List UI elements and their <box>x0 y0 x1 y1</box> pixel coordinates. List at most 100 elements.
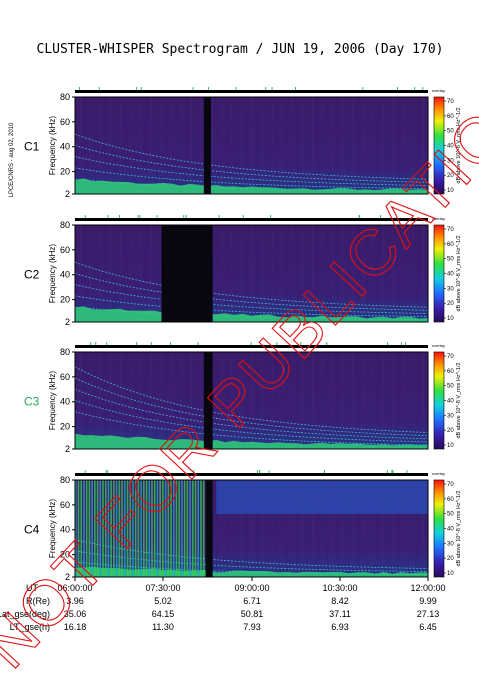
status-tick <box>259 470 261 473</box>
texture-stripe <box>387 97 389 194</box>
harmonic-trace <box>74 156 429 186</box>
status-tick <box>136 342 138 345</box>
low-frequency-band <box>75 433 428 449</box>
texture-stripe <box>125 480 127 577</box>
texture-stripe <box>372 352 374 449</box>
texture-stripe <box>377 97 379 194</box>
texture-stripe <box>196 352 198 449</box>
ephemeris-value: 50.81 <box>241 609 264 619</box>
texture-stripe <box>327 480 329 577</box>
texture-stripe <box>135 97 137 194</box>
interference-stripe <box>170 480 172 577</box>
texture-stripe <box>327 352 329 449</box>
interference-stripe <box>99 480 102 577</box>
y-tick-label: 80 <box>60 475 70 485</box>
texture-stripe <box>190 480 192 577</box>
texture-stripe <box>190 352 192 449</box>
texture-stripe <box>357 352 359 449</box>
colorbar-tick-label: 30 <box>447 286 454 292</box>
texture-stripe <box>397 225 399 322</box>
interference-stripe <box>110 480 112 577</box>
interference-stripe <box>126 480 129 577</box>
texture-stripe <box>327 225 329 322</box>
texture-stripe <box>185 352 187 449</box>
interference-stripe <box>167 480 170 577</box>
texture-stripe <box>417 97 419 194</box>
texture-stripe <box>150 352 152 449</box>
status-bar <box>75 218 428 221</box>
texture-stripe <box>271 225 273 322</box>
interference-stripe <box>153 480 156 577</box>
y-tick-label: 60 <box>60 117 70 127</box>
texture-stripe <box>251 480 253 577</box>
harmonic-trace <box>74 366 429 433</box>
spacecraft-label: C1 <box>24 140 40 154</box>
texture-stripe <box>85 352 87 449</box>
texture-stripe <box>246 480 248 577</box>
texture-stripe <box>130 352 132 449</box>
texture-stripe <box>201 352 203 449</box>
texture-stripe <box>216 480 218 577</box>
interference-stripe <box>181 480 183 577</box>
texture-stripe <box>221 97 223 194</box>
status-tick <box>265 87 267 90</box>
texture-stripe <box>120 97 122 194</box>
texture-stripe <box>352 352 354 449</box>
texture-stripe <box>216 352 218 449</box>
texture-stripe <box>337 225 339 322</box>
texture-stripe <box>306 97 308 194</box>
texture-stripe <box>125 352 127 449</box>
texture-stripe <box>155 225 157 322</box>
texture-stripe <box>301 97 303 194</box>
texture-stripe <box>256 225 258 322</box>
status-tick <box>207 87 209 90</box>
status-tick <box>276 342 278 345</box>
texture-stripe <box>145 225 147 322</box>
texture-stripe <box>85 97 87 194</box>
status-tick <box>362 87 364 90</box>
status-tick <box>95 342 97 345</box>
status-tick <box>192 87 194 90</box>
ephemeris-value: 12:00:00 <box>410 583 445 593</box>
status-tick <box>79 87 80 90</box>
status-tick <box>185 215 187 218</box>
spectrogram-background <box>75 225 428 322</box>
panel-tag: overlay <box>432 216 445 221</box>
ephemeris-value: 11.30 <box>152 622 174 632</box>
texture-stripe <box>236 480 238 577</box>
interference-stripe <box>140 480 142 577</box>
interference-stripe <box>156 480 159 577</box>
texture-stripe <box>105 225 107 322</box>
ephemeris-value: 64.15 <box>152 609 175 619</box>
texture-stripe <box>115 97 117 194</box>
texture-stripe <box>170 97 172 194</box>
texture-stripe <box>412 225 414 322</box>
harmonic-trace <box>74 295 429 317</box>
texture-stripe <box>367 352 369 449</box>
panel-tag: overlay <box>432 343 445 348</box>
texture-stripe <box>392 480 394 577</box>
panel-c1: overlay 2 20 40 60 80 Frequency (kHz) C1 10 20 30 4… <box>24 87 462 199</box>
harmonic-trace <box>74 284 429 314</box>
texture-stripe <box>90 97 92 194</box>
texture-stripe <box>261 97 263 194</box>
texture-stripe <box>422 97 424 194</box>
panel-c4: overlay 2 20 40 60 80 Frequency (kHz) C4 10 20 30 4… <box>24 470 462 582</box>
status-tick <box>386 470 388 473</box>
ephemeris-label: R(Re) <box>26 596 50 606</box>
panel-tag: overlay <box>432 88 445 93</box>
texture-stripe <box>85 225 87 322</box>
colorbar <box>433 351 445 450</box>
interference-stripe <box>88 480 91 577</box>
colorbar-tick-label: 50 <box>447 257 454 263</box>
texture-stripe <box>110 352 112 449</box>
colorbar-tick-label: 20 <box>447 301 454 307</box>
colorbar-tick-label: 50 <box>447 384 454 390</box>
interference-stripe <box>202 480 205 577</box>
texture-stripe <box>291 480 293 577</box>
texture-stripe <box>85 480 87 577</box>
texture-stripe <box>332 352 334 449</box>
y-tick-label: 2 <box>65 572 70 582</box>
status-tick <box>107 470 109 473</box>
texture-stripe <box>100 352 102 449</box>
